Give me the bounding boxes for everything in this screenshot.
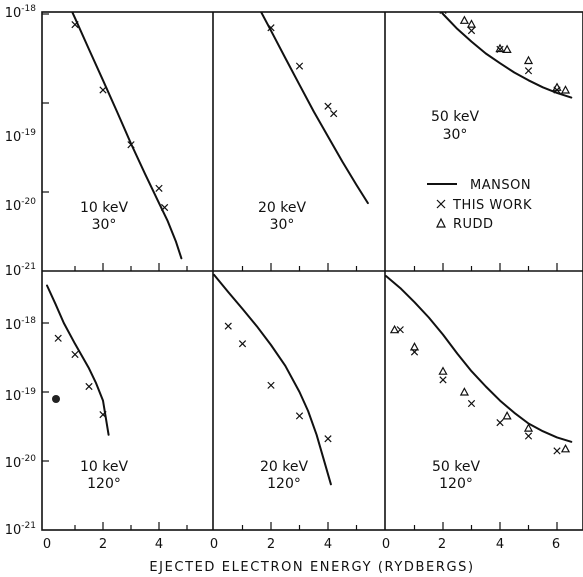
x-tick-label: 0 [382,537,390,552]
panel-energy-label: 10 keV [80,459,128,475]
y-tick-label: 10-18 [5,316,37,333]
panel-energy-label: 50 keV [431,109,479,125]
this-work-marker [155,184,163,192]
y-tick-label: 10-21 [5,262,36,279]
panel-angle-label: 120° [267,476,301,492]
panel-energy-label: 20 keV [260,459,308,475]
this-work-marker [127,141,135,149]
legend-label: THIS WORK [452,198,532,213]
rudd-marker [560,85,571,94]
this-work-marker [55,0,61,4]
this-work-marker [238,340,247,348]
x-tick-label: 2 [99,537,107,552]
ink-blot [52,395,60,403]
rudd-marker [438,366,448,375]
plot-layer [42,0,573,530]
this-work-marker [160,203,169,212]
this-work-marker [99,411,107,419]
x-tick-label: 4 [155,537,163,552]
y-tick-label: 10-21 [5,521,36,538]
y-axis-labels: 10-18 10-19 10-20 10-21 10-18 10-19 10-2… [5,4,37,538]
this-work-marker [85,382,93,391]
x-tick-label: 2 [438,537,446,552]
this-work-marker [467,399,476,408]
legend-label: MANSON [470,178,531,193]
this-work-marker [524,432,533,440]
rudd-marker [459,15,470,24]
x-tick-label: 4 [324,537,332,552]
y-tick-label: 10-20 [5,454,37,471]
legend-label: RUDD [453,217,494,232]
x-axis-labels: 0 2 4 0 2 4 0 2 4 6 [43,537,560,552]
rudd-marker [502,411,512,420]
this-work-marker [295,412,304,420]
panel-angle-label: 120° [439,476,473,492]
this-work-marker [324,102,332,110]
this-work-marker [71,20,79,29]
panel-angle-label: 30° [92,217,117,233]
panel-frames [41,11,583,531]
legend-x-swatch [436,199,446,209]
this-work-marker [467,27,476,35]
this-work-marker [553,447,561,455]
panel-angle-label: 30° [270,217,295,233]
rudd-marker [495,43,505,53]
y-tick-label: 10-18 [5,4,37,21]
y-tick-label: 10-20 [5,197,37,214]
this-work-marker [267,24,275,32]
manson-curve [46,284,110,436]
this-work-marker [54,334,62,342]
rudd-marker [552,82,562,91]
panel-labels: 10 keV 30° 20 keV 30° 50 keV 30° 10 keV … [80,109,480,492]
panel-angle-label: 30° [443,127,468,143]
rudd-marker [459,387,470,396]
this-work-marker [224,322,232,330]
this-work-marker [524,67,533,75]
legend-triangle-swatch [436,217,446,228]
this-work-marker [330,109,338,118]
this-work-marker [99,86,107,94]
this-work-marker [267,381,275,389]
this-work-marker [439,376,447,384]
legend: MANSON THIS WORK RUDD [427,178,532,232]
y-tick-label: 10-19 [5,128,37,145]
panel-energy-label: 50 keV [432,459,480,475]
x-tick-label: 2 [267,537,275,552]
x-tick-label: 0 [43,537,51,552]
panel-angle-label: 120° [87,476,121,492]
manson-curve [385,275,573,443]
rudd-marker [439,0,446,7]
this-work-marker [295,62,304,70]
manson-curve [259,12,369,205]
panel-energy-label: 20 keV [258,200,306,216]
this-work-marker [496,418,504,427]
rudd-marker [389,324,400,334]
this-work-marker [324,435,332,443]
x-tick-label: 6 [552,537,560,552]
panel-energy-label: 10 keV [80,200,128,216]
x-tick-label: 4 [496,537,504,552]
rudd-marker [560,443,571,453]
x-axis-title: EJECTED ELECTRON ENERGY (RYDBERGS) [149,560,474,575]
rudd-marker [523,423,534,432]
rudd-marker [409,342,420,351]
this-work-marker [71,350,79,359]
x-tick-label: 0 [210,537,218,552]
manson-curve [71,12,183,260]
manson-curve [440,12,573,99]
rudd-marker [466,19,477,28]
manson-curve [213,273,332,486]
this-work-marker [439,12,447,14]
y-tick-label: 10-19 [5,387,37,404]
rudd-marker [523,55,534,65]
rudd-marker [502,44,512,54]
